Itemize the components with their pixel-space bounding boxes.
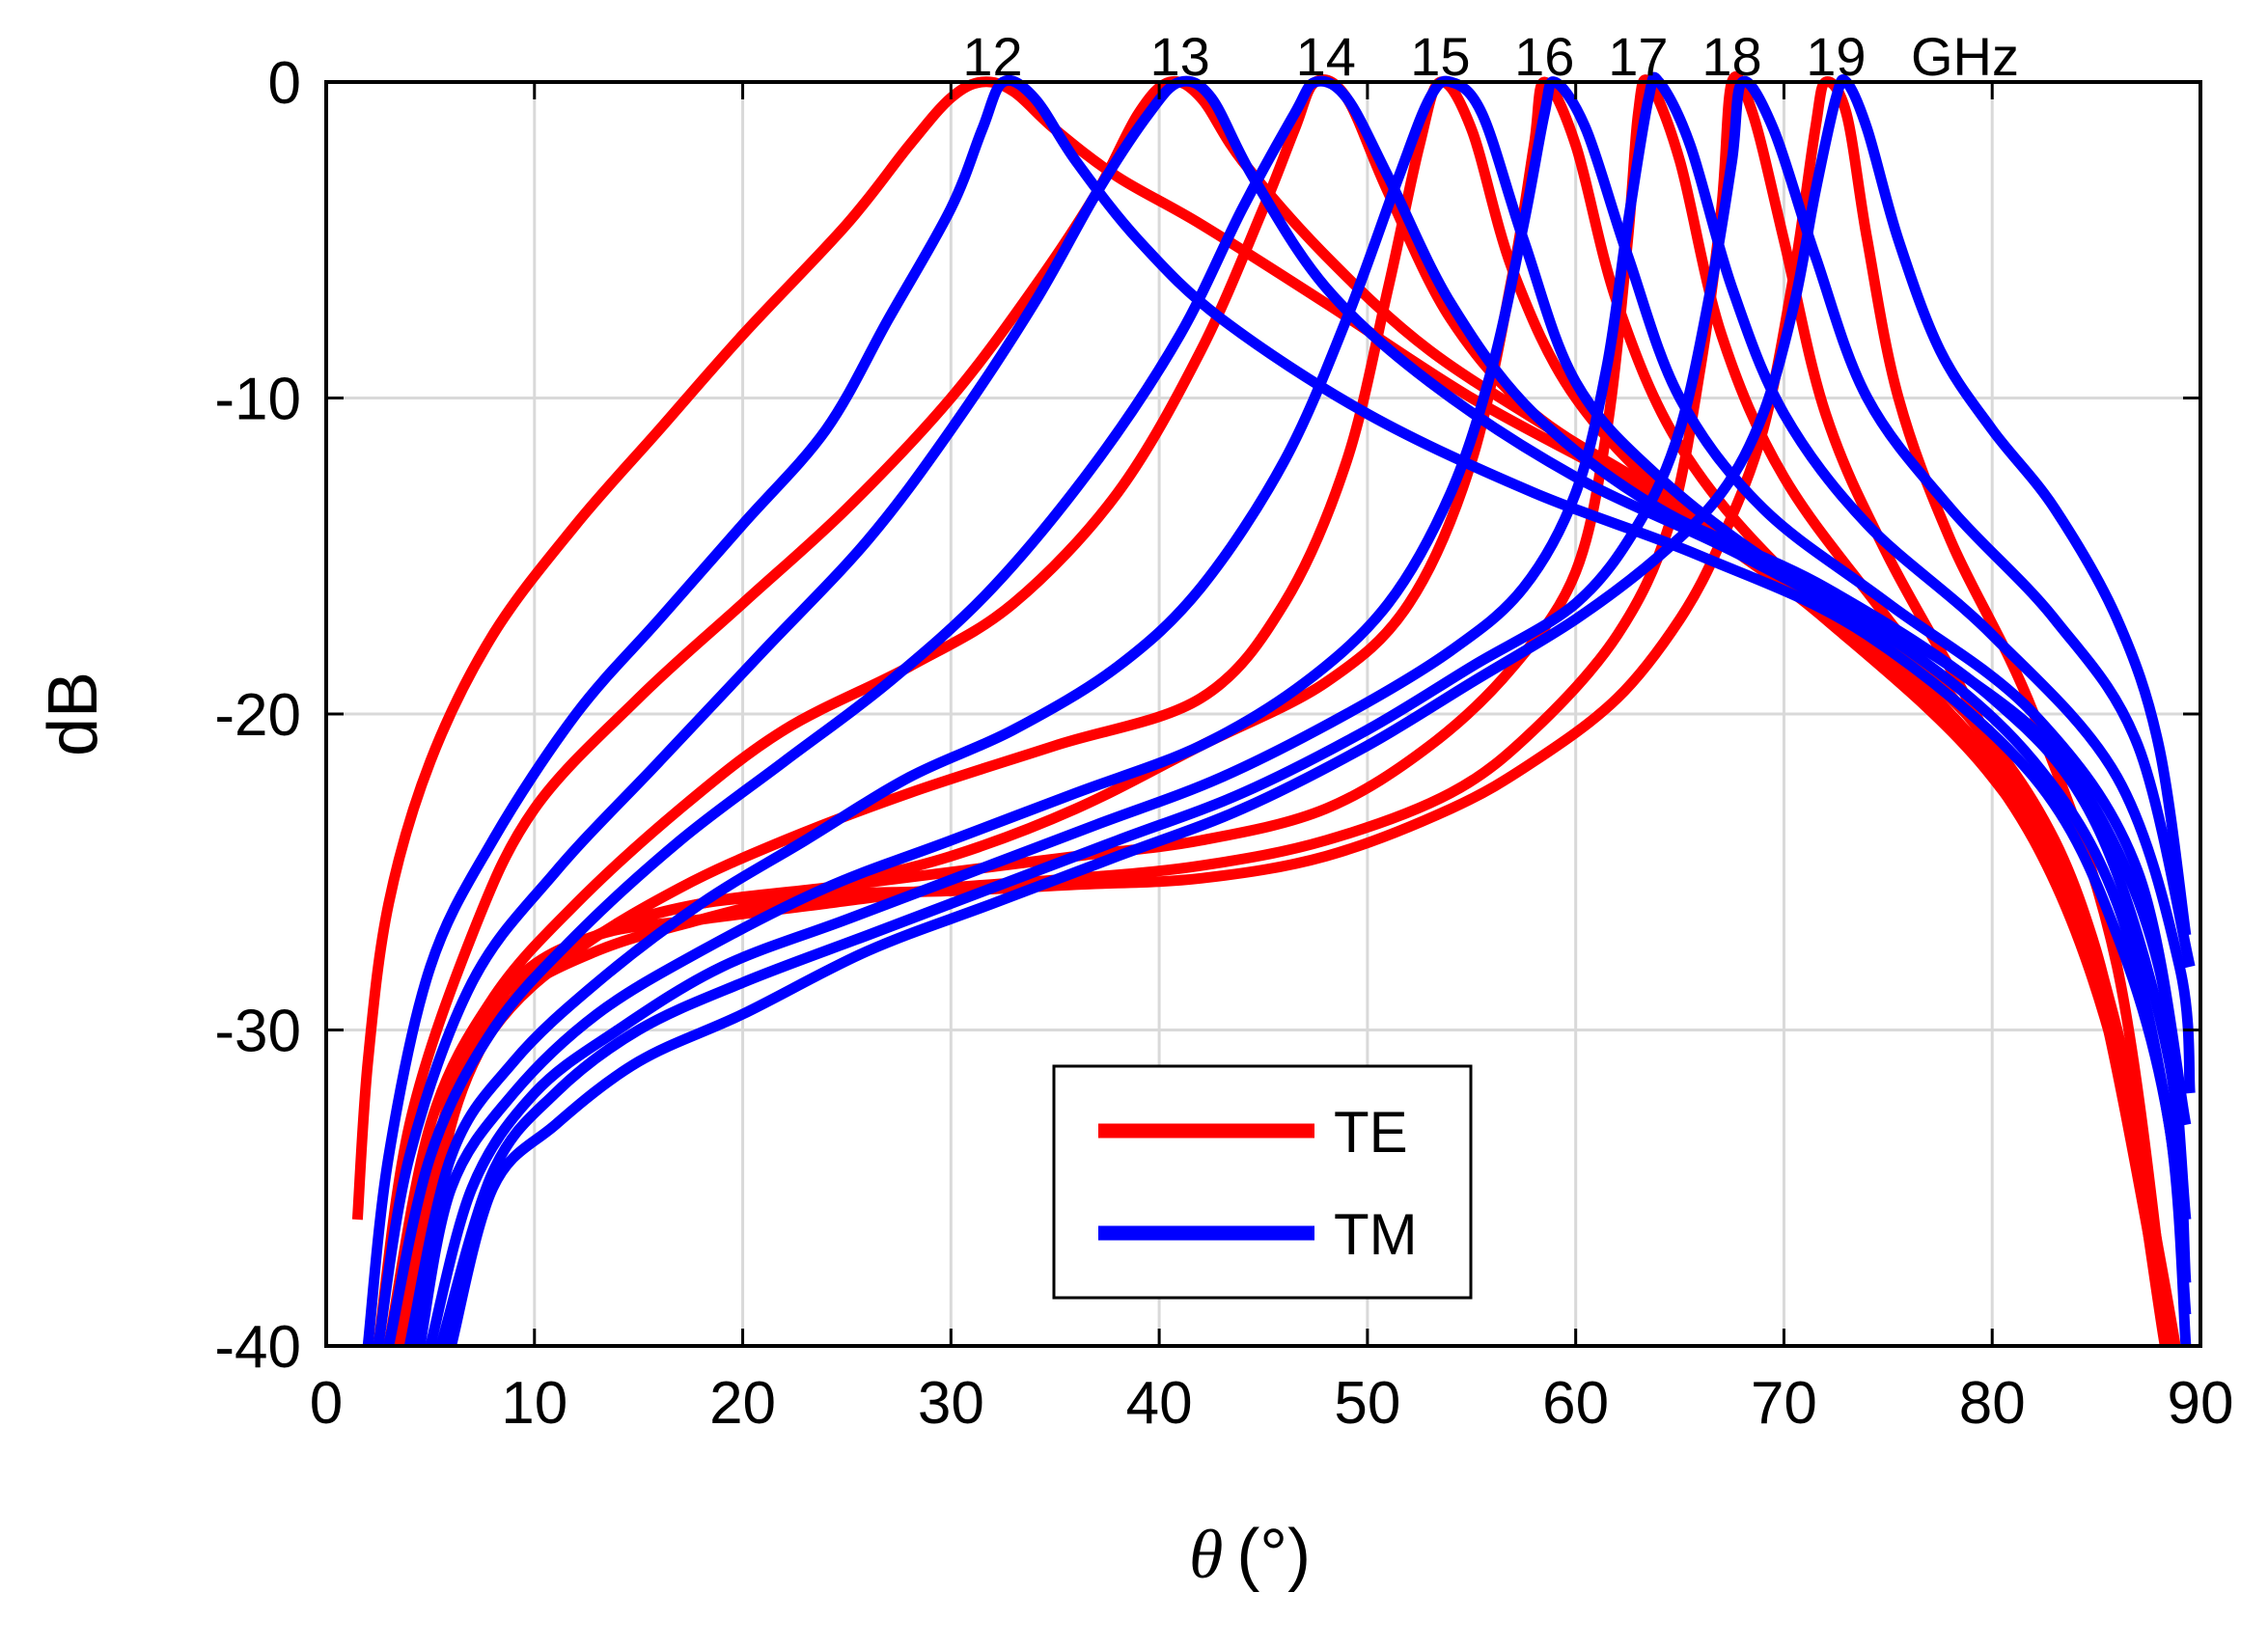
y-tick-label: -10 (214, 367, 301, 433)
x-tick-label: 10 (501, 1370, 567, 1437)
x-tick-label: 90 (2168, 1370, 2234, 1437)
x-tick-label: 0 (310, 1370, 343, 1437)
legend-label-tm: TM (1334, 1202, 1418, 1267)
x-tick-label: 60 (1542, 1370, 1609, 1437)
y-tick-label: -40 (214, 1314, 301, 1381)
frequency-label: 14 (1296, 26, 1356, 87)
x-tick-label: 70 (1751, 1370, 1817, 1437)
frequency-label: 13 (1150, 26, 1210, 87)
frequency-label: 15 (1410, 26, 1470, 87)
legend-box (1052, 1064, 1473, 1300)
x-tick-label: 50 (1334, 1370, 1400, 1437)
frequency-unit: GHz (1911, 26, 2019, 87)
x-tick-label: 30 (918, 1370, 984, 1437)
x-axis-unit: (°) (1236, 1516, 1311, 1593)
series-line-te-18-ghz (403, 70, 2175, 1348)
y-tick-label: -20 (214, 682, 301, 749)
x-axis-symbol: θ (1189, 1516, 1223, 1593)
legend-label-te: TE (1334, 1100, 1408, 1165)
frequency-label: 18 (1701, 26, 1761, 87)
ticks: 0 10 20 30 40 50 60 70 80 90 0 -10 -20 -30 -40 (214, 50, 2233, 1437)
x-tick-label: 80 (1959, 1370, 2026, 1437)
y-axis-label: dB (35, 672, 112, 756)
frequency-labels: 12 13 14 15 16 17 18 19 (962, 26, 1866, 87)
series-line-tm-15-ghz (403, 75, 2192, 1348)
frequency-label: 17 (1608, 26, 1668, 87)
y-tick-label: -30 (214, 999, 301, 1065)
x-axis-label: θ (°) (1189, 1516, 1311, 1593)
series-line-tm-16-ghz (414, 76, 2192, 1348)
series-line-tm-19-ghz (446, 74, 2192, 1348)
y-tick-label: 0 (268, 50, 301, 117)
series-line-tm-17-ghz (425, 71, 2196, 1348)
x-tick-label: 20 (709, 1370, 776, 1437)
x-tick-label: 40 (1126, 1370, 1193, 1437)
series-line-tm-18-ghz (435, 75, 2196, 1348)
legend: TE TM (1052, 1064, 1473, 1300)
frequency-label: 16 (1514, 26, 1574, 87)
frequency-label: 12 (962, 26, 1022, 87)
frequency-label: 19 (1806, 26, 1866, 87)
series-line-tm-12-ghz (362, 74, 2192, 1347)
series-line-te-15-ghz (383, 76, 2175, 1348)
